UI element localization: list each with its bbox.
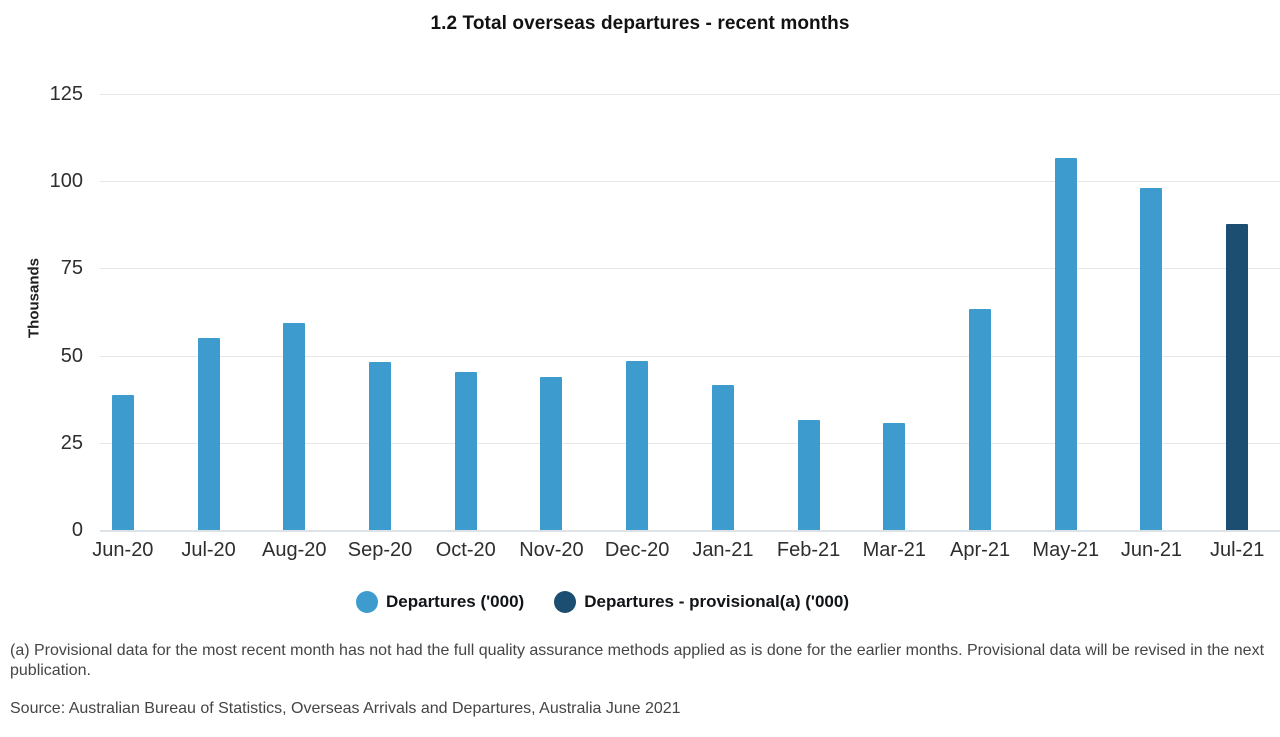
bar-slot-mar-21 xyxy=(851,94,937,530)
y-tick-label-75: 75 xyxy=(60,257,83,280)
bar-sep-20 xyxy=(369,361,392,530)
bar-jun-21 xyxy=(1140,188,1163,530)
bar-jun-20 xyxy=(111,395,134,530)
y-axis-title: Thousands xyxy=(25,257,43,338)
y-tick-label-0: 0 xyxy=(71,519,83,541)
x-tick-label-aug-20: Aug-20 xyxy=(262,539,327,561)
gridline-125 xyxy=(100,94,1280,95)
chart-legend: Departures ('000) Departures - provision… xyxy=(356,591,849,613)
gridline-50 xyxy=(100,355,1280,357)
bar-nov-20 xyxy=(540,376,563,530)
gridline-0 xyxy=(100,530,1280,532)
x-axis-tick-labels: Jun-20 Jul-20 Aug-20 Sep-20 Oct-20 Nov-20 Dec-… xyxy=(80,539,1280,562)
footnote-line-2: publication. xyxy=(10,662,91,679)
departures-bar-chart: 1.2 Total overseas departures - recent m… xyxy=(25,13,1280,562)
bar-feb-21 xyxy=(797,420,820,530)
x-tick-label-nov-20: Nov-20 xyxy=(519,539,584,561)
legend-label: Departures - provisional(a) ('000) xyxy=(584,592,849,611)
x-tick-label-mar-21: Mar-21 xyxy=(862,539,926,561)
gridline-100 xyxy=(100,181,1280,183)
footnote: (a) Provisional data for the most recent… xyxy=(10,641,1264,681)
legend-item-departures: Departures ('000) xyxy=(356,591,524,613)
legend-dot-icon xyxy=(356,591,378,613)
y-tick-label-50: 50 xyxy=(60,344,83,367)
bar-dec-20 xyxy=(626,361,649,530)
x-tick-label-jun-20: Jun-20 xyxy=(92,539,154,561)
x-tick-label-jun-21: Jun-21 xyxy=(1120,539,1183,561)
bars-row xyxy=(80,94,1280,530)
footnote-line-1: (a) Provisional data for the most recent… xyxy=(10,642,1265,659)
gridline-25 xyxy=(100,442,1280,444)
y-tick-label-25: 25 xyxy=(60,431,83,454)
y-tick-label-100: 100 xyxy=(49,170,83,193)
bar-slot-jun-20 xyxy=(80,94,166,530)
x-tick-label-jan-21: Jan-21 xyxy=(692,539,754,561)
x-tick-label-sep-20: Sep-20 xyxy=(347,539,413,561)
bar-slot-jul-21 xyxy=(1194,94,1280,530)
bar-slot-feb-21 xyxy=(766,94,852,530)
legend-dot-icon xyxy=(554,591,577,613)
source-line: Source: Australian Bureau of Statistics,… xyxy=(10,700,681,717)
bar-slot-jul-20 xyxy=(166,94,252,530)
x-tick-label-dec-20: Dec-20 xyxy=(604,539,670,561)
bar-jan-21 xyxy=(711,385,734,530)
bar-slot-sep-20 xyxy=(337,94,423,530)
x-tick-label-oct-20: Oct-20 xyxy=(435,539,496,561)
bar-oct-20 xyxy=(454,371,477,530)
x-tick-label-feb-21: Feb-21 xyxy=(776,539,841,561)
gridline-75 xyxy=(100,268,1280,270)
legend-item-departures-provisional: Departures - provisional(a) ('000) xyxy=(554,591,849,613)
chart-title: 1.2 Total overseas departures - recent m… xyxy=(430,13,850,34)
bar-slot-nov-20 xyxy=(509,94,595,530)
x-tick-label-apr-21: Apr-21 xyxy=(950,539,1011,561)
x-tick-label-jul-21: Jul-21 xyxy=(1209,539,1265,561)
bar-slot-apr-21 xyxy=(937,94,1023,530)
bar-slot-jun-21 xyxy=(1109,94,1195,530)
bar-aug-20 xyxy=(283,323,306,530)
bar-jul-21 xyxy=(1226,224,1249,530)
bar-slot-aug-20 xyxy=(251,94,337,530)
bar-slot-may-21 xyxy=(1023,94,1109,530)
x-tick-label-may-21: May-21 xyxy=(1032,539,1100,561)
bar-may-21 xyxy=(1054,157,1077,530)
legend-label: Departures ('000) xyxy=(386,592,525,611)
bar-mar-21 xyxy=(883,422,906,530)
y-tick-label-125: 125 xyxy=(49,83,83,105)
bar-slot-jan-21 xyxy=(680,94,766,530)
bar-slot-oct-20 xyxy=(423,94,509,530)
bar-apr-21 xyxy=(969,309,992,530)
bar-jul-20 xyxy=(197,338,220,530)
bar-slot-dec-20 xyxy=(594,94,680,530)
x-tick-label-jul-20: Jul-20 xyxy=(181,539,236,561)
